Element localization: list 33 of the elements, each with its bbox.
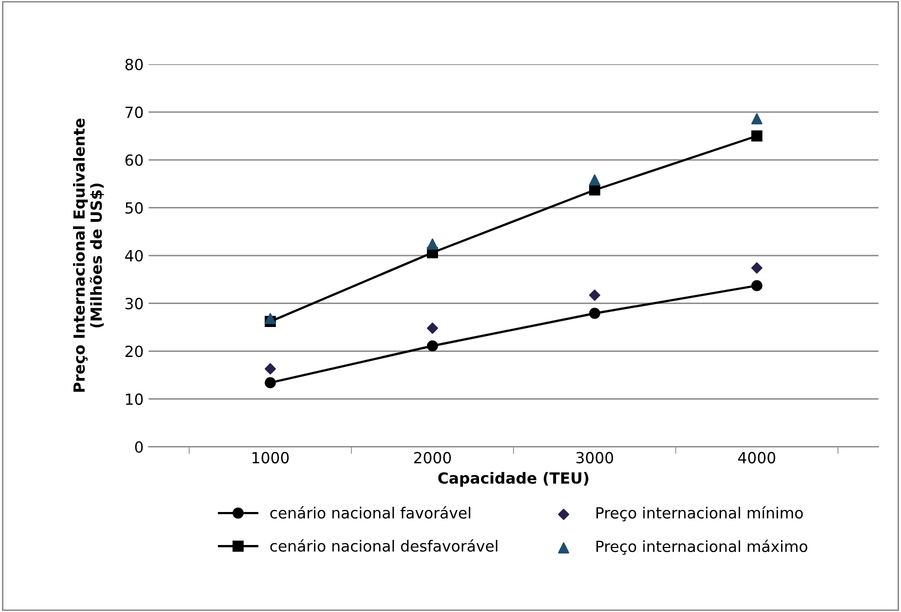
y-tick-label: 40 [125,250,143,262]
y-tick-label: 60 [125,154,143,166]
point [426,322,438,334]
point [751,262,762,274]
y-tick-label: 50 [126,202,143,214]
point [751,130,762,142]
x-tick-label: 4000 [738,452,776,464]
legend-label: cenário nacional desfavorável [270,539,498,552]
point [589,184,600,196]
point [264,363,276,374]
y-axis-title: Preço Internacional Equivalente (Milhões de US$) [73,118,104,392]
y-tick-label: 70 [126,106,143,118]
legend-label: Preço internacional máximo [596,540,808,555]
x-tick-label: 2000 [414,452,451,464]
point [589,308,600,319]
y-tick-label: 80 [125,58,143,70]
legend-label: cenário nacional favorável [270,506,470,519]
y-tick-label: 0 [135,441,143,453]
point [264,313,276,324]
x-tick-label: 1000 [252,452,289,464]
point [426,340,438,352]
y-tick-label: 10 [126,393,143,405]
x-axis-title: Capacidade (TEU) [438,472,588,487]
point [751,280,762,292]
point [426,238,438,250]
point [264,377,276,388]
point [751,113,762,124]
point [589,174,600,186]
y-tick-label: 30 [126,298,143,310]
x-tick-label: 3000 [576,452,614,464]
legend-label: Preço internacional mínimo [596,506,803,522]
point [589,290,600,301]
y-tick-label: 20 [125,346,143,358]
